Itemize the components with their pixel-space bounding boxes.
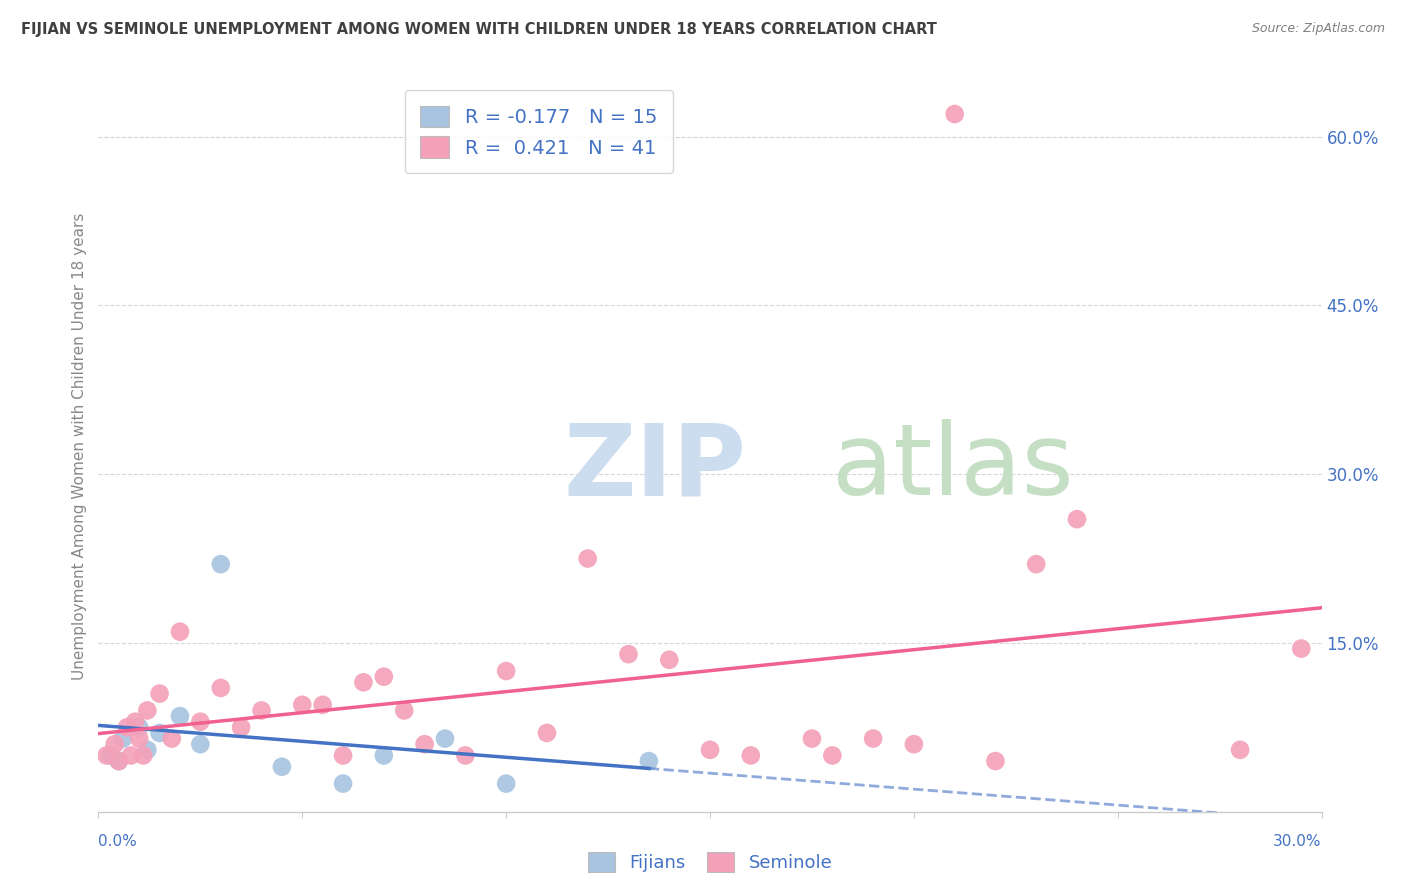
Point (115, 720, 138, 734)
Point (576, 551, 599, 566)
Point (128, 720, 150, 734)
Point (943, 107, 966, 121)
Point (132, 748, 155, 763)
Point (188, 714, 212, 729)
Point (413, 737, 436, 751)
Point (100, 748, 122, 763)
Text: ZIP: ZIP (564, 419, 747, 516)
Text: 0.0%: 0.0% (98, 834, 138, 849)
Point (699, 743, 721, 757)
Text: 30.0%: 30.0% (1274, 834, 1322, 849)
Point (392, 703, 416, 717)
Point (209, 557, 232, 571)
Point (231, 720, 253, 734)
Point (454, 748, 477, 763)
Point (149, 687, 172, 701)
Point (617, 647, 640, 661)
Point (433, 731, 456, 746)
Point (984, 754, 1007, 768)
Point (136, 703, 159, 717)
Point (108, 754, 131, 768)
Point (108, 754, 131, 768)
Point (638, 754, 661, 768)
Point (903, 737, 925, 751)
Point (209, 681, 232, 695)
Text: FIJIAN VS SEMINOLE UNEMPLOYMENT AMONG WOMEN WITH CHILDREN UNDER 18 YEARS CORRELA: FIJIAN VS SEMINOLE UNEMPLOYMENT AMONG WO… (21, 22, 936, 37)
Point (96, 748, 118, 763)
Point (332, 776, 354, 790)
Point (160, 731, 183, 746)
Point (536, 726, 558, 740)
Y-axis label: Unemployment Among Women with Children Under 18 years: Unemployment Among Women with Children U… (72, 212, 87, 680)
Point (312, 698, 335, 712)
Point (270, 760, 294, 774)
Point (250, 703, 273, 717)
Point (373, 748, 395, 763)
Point (128, 731, 150, 746)
Text: atlas: atlas (832, 419, 1074, 516)
Point (495, 776, 517, 790)
Point (332, 748, 354, 763)
Point (120, 748, 142, 763)
Point (740, 748, 762, 763)
Point (111, 731, 134, 746)
Point (373, 670, 395, 684)
Point (1066, 512, 1088, 526)
Point (169, 624, 191, 639)
Point (862, 731, 884, 746)
Point (801, 731, 824, 746)
Point (658, 653, 681, 667)
Point (124, 714, 146, 729)
Point (149, 726, 172, 740)
Point (495, 664, 517, 678)
Point (821, 748, 844, 763)
Point (352, 675, 374, 690)
Point (136, 743, 159, 757)
Point (188, 737, 212, 751)
Point (169, 709, 191, 723)
Point (291, 698, 314, 712)
Point (104, 737, 127, 751)
Point (1291, 641, 1313, 656)
Legend: Fijians, Seminole: Fijians, Seminole (581, 845, 839, 880)
Text: Source: ZipAtlas.com: Source: ZipAtlas.com (1251, 22, 1385, 36)
Point (1229, 743, 1251, 757)
Point (1025, 557, 1047, 571)
